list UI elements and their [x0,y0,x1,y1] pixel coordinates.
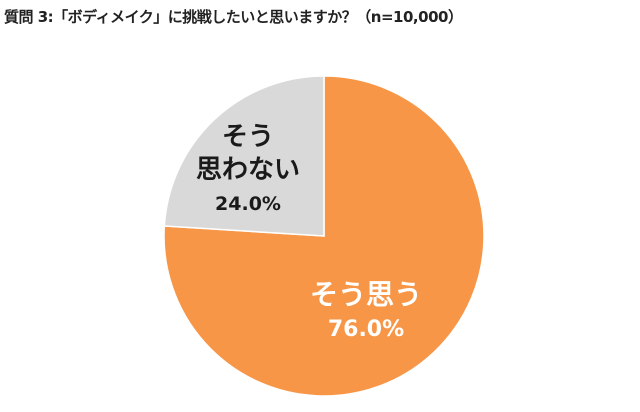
slice-label-so-omou: そう思う [310,278,422,311]
slice-value-omowanai: 24.0% [215,193,281,215]
chart-title: 質問 3:「ボディメイク」に挑戦したいと思いますか？（n=10,000） [4,8,463,26]
slice-so-omowanai [163,75,325,237]
slice-value-so-omou: 76.0% [328,317,404,342]
slice-label-so-line1: そう [222,122,274,152]
slice-label-so-line2: 思わない [196,155,300,185]
